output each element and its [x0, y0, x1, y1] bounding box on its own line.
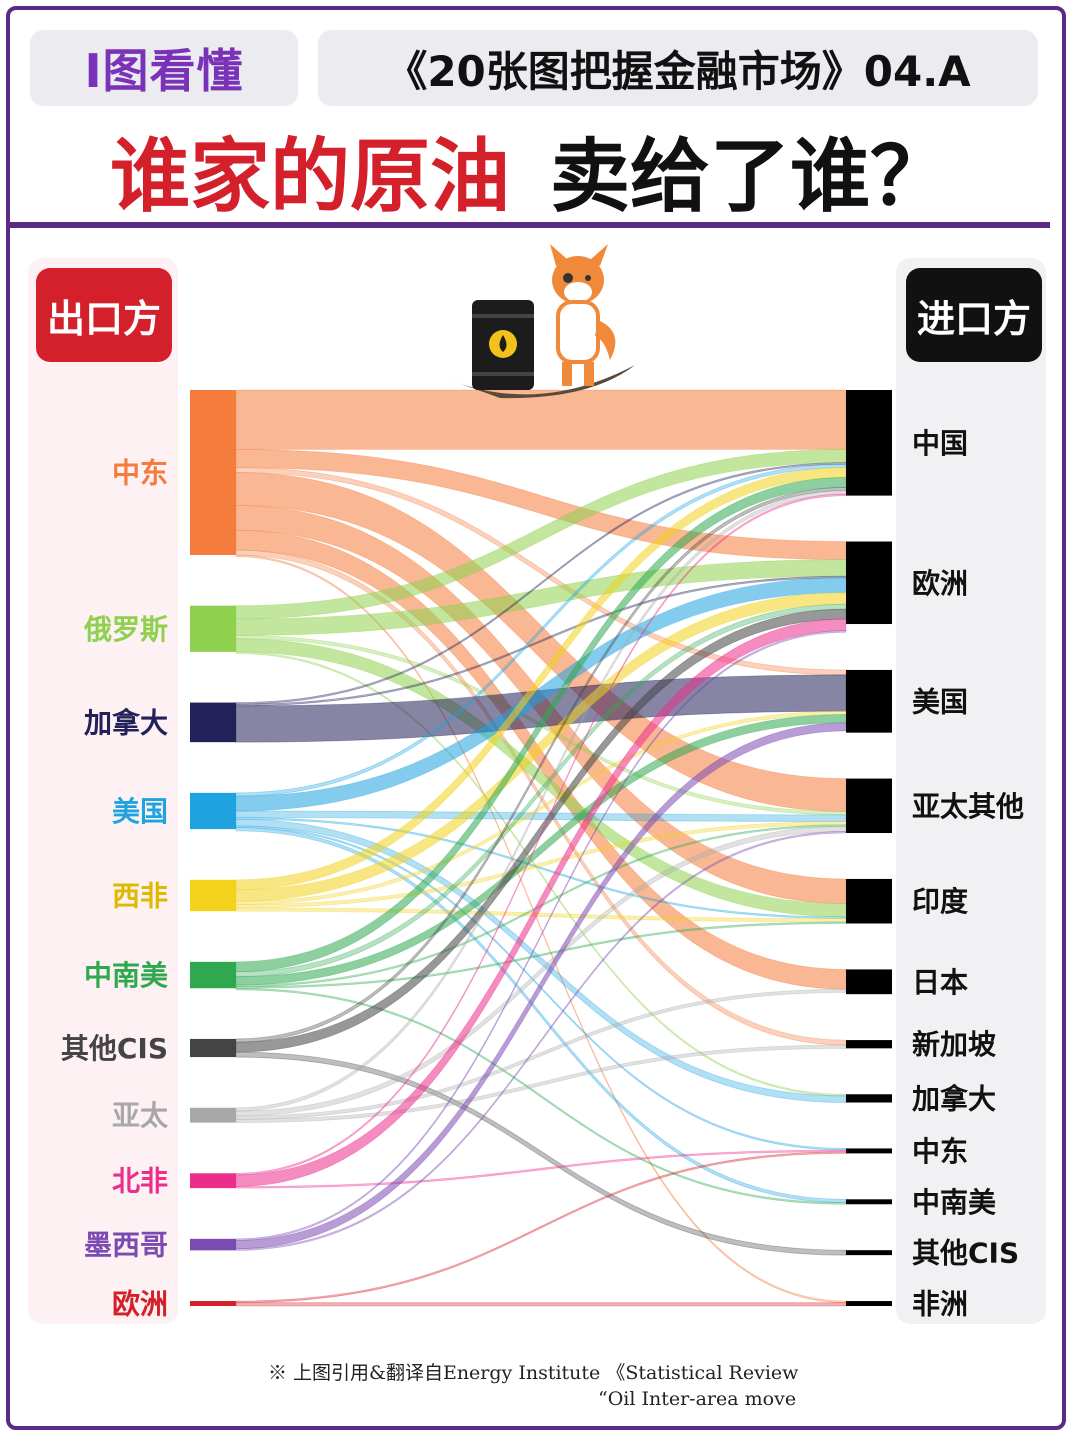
flow-link — [235, 630, 847, 1241]
target-node-label: 欧洲 — [912, 567, 968, 600]
exporters-header: 出口方 — [36, 268, 172, 362]
target-node-bar — [846, 390, 892, 496]
target-node-label: 加拿大 — [912, 1082, 996, 1115]
source-node-label: 加拿大 — [84, 706, 168, 739]
target-node-label: 中东 — [912, 1135, 968, 1168]
source-node-label: 亚太 — [112, 1099, 169, 1132]
header: I图看懂 《20张图把握金融市场》04.A 谁家的原油 卖给了谁？ — [10, 12, 1050, 232]
sankey-flows — [235, 389, 847, 1307]
source-node-label: 美国 — [112, 795, 168, 828]
target-node-label: 新加坡 — [912, 1028, 996, 1061]
target-node-bar — [846, 1148, 892, 1154]
brand-logo: I图看懂 — [30, 30, 298, 106]
source-node-label: 中南美 — [84, 959, 168, 992]
footnote-line-1: ※ 上图引用&翻译自Energy Institute 《Statistical … — [268, 1362, 799, 1384]
source-node-bar — [190, 879, 236, 912]
flow-link — [235, 810, 847, 822]
target-node-label: 中南美 — [912, 1186, 996, 1219]
title-red-part: 谁家的原油 — [110, 130, 510, 223]
flow-link — [235, 618, 847, 1187]
source-node-label: 西非 — [112, 879, 168, 912]
target-node-bar — [846, 541, 892, 625]
source-node-label: 欧洲 — [112, 1288, 168, 1321]
source-footnote: ※ 上图引用&翻译自Energy Institute 《Statistical … — [268, 1360, 908, 1412]
target-node-bar — [846, 669, 892, 733]
source-node-bar — [190, 792, 236, 830]
importers-column — [896, 258, 1046, 1324]
target-node-label: 其他CIS — [912, 1237, 1019, 1270]
exporters-column — [28, 258, 178, 1324]
header-divider — [10, 222, 1050, 228]
source-node-bar — [190, 1238, 236, 1251]
flow-link — [235, 1044, 847, 1124]
target-node-bar — [846, 1040, 892, 1049]
target-node-bar — [846, 969, 892, 995]
target-node-label: 中国 — [912, 427, 968, 460]
source-node-bar — [190, 1038, 236, 1058]
source-node-label: 俄罗斯 — [83, 613, 168, 646]
source-node-bar — [190, 961, 236, 989]
source-node-label: 其他CIS — [61, 1032, 168, 1065]
page-title: 谁家的原油 卖给了谁？ — [10, 120, 1050, 223]
target-node-bar — [846, 1199, 892, 1205]
importers-header: 进口方 — [906, 268, 1042, 362]
source-node-bar — [190, 1107, 236, 1123]
source-node-bar — [190, 605, 236, 652]
source-node-bar — [190, 1173, 236, 1189]
flow-link — [235, 1302, 847, 1307]
target-node-label: 印度 — [912, 885, 968, 918]
flow-link — [235, 1051, 847, 1256]
target-node-label: 亚太其他 — [912, 790, 1024, 823]
target-node-label: 日本 — [912, 966, 968, 999]
flow-link — [235, 921, 847, 989]
series-title: 《20张图把握金融市场》04.A — [318, 30, 1038, 106]
flow-link — [235, 818, 847, 1103]
target-node-bar — [846, 1301, 892, 1306]
source-node-bar — [190, 390, 236, 555]
target-node-label: 非洲 — [912, 1288, 968, 1321]
source-node-bar — [190, 702, 236, 743]
target-node-bar — [846, 778, 892, 834]
source-node-label: 北非 — [112, 1165, 168, 1198]
target-node-bar — [846, 1094, 892, 1103]
flow-link — [235, 988, 847, 1120]
source-node-bar — [190, 1301, 236, 1306]
footnote-line-2: “Oil Inter-area move — [598, 1388, 797, 1410]
source-node-label: 中东 — [112, 457, 168, 490]
target-node-label: 美国 — [912, 685, 968, 718]
target-node-bar — [846, 1250, 892, 1256]
source-node-label: 墨西哥 — [84, 1229, 168, 1262]
title-black-part: 卖给了谁？ — [550, 130, 950, 223]
mascot-oil-barrel-illustration — [450, 244, 635, 399]
target-node-bar — [846, 878, 892, 924]
